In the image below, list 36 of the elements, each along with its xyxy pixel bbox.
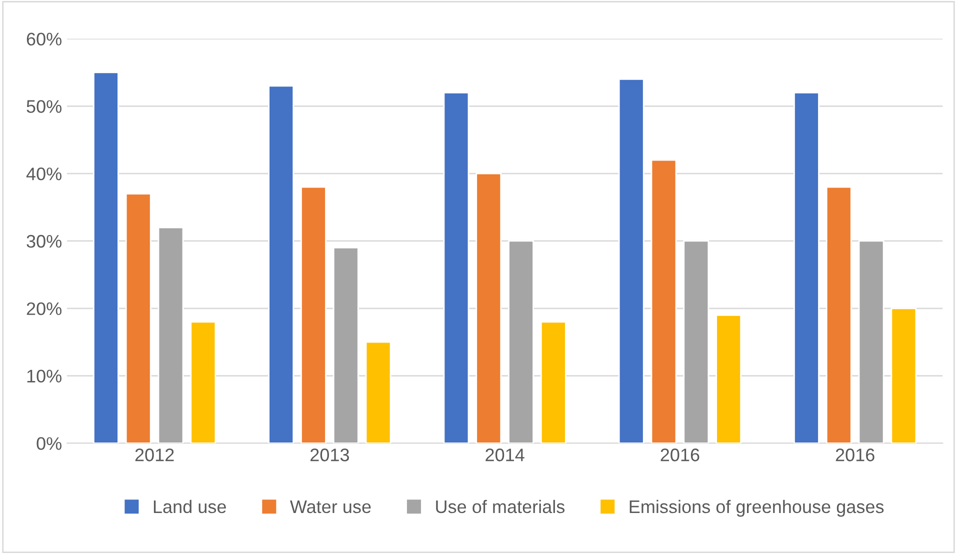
bar [476, 172, 502, 444]
bar [125, 193, 152, 444]
bar [508, 240, 534, 444]
x-tick-label: 2016 [660, 448, 700, 462]
bar [365, 341, 392, 444]
legend-label: Land use [154, 500, 226, 514]
bar [190, 321, 216, 444]
bar [268, 85, 294, 444]
legend-label: Use of materials [436, 500, 565, 514]
legend-label: Emissions of greenhouse gases [630, 500, 884, 517]
y-tick-label: 30% [26, 234, 62, 248]
x-tick-label: 2013 [310, 448, 349, 462]
bar [93, 72, 119, 444]
y-tick-label: 60% [26, 32, 62, 46]
bar [443, 92, 470, 444]
bar [300, 186, 326, 444]
bar [158, 226, 184, 444]
bar [540, 321, 566, 444]
y-tick-label: 0% [36, 437, 62, 450]
bar [890, 308, 917, 444]
bar [683, 240, 710, 444]
y-tick-label: 20% [26, 302, 62, 316]
x-tick-label: 2014 [486, 448, 524, 462]
bar [858, 240, 884, 444]
y-tick-label: 10% [27, 370, 62, 383]
bar [650, 159, 677, 444]
bar [716, 314, 742, 444]
x-tick-label: 2012 [135, 448, 174, 462]
bar [794, 92, 820, 444]
x-tick-label: 2016 [836, 448, 874, 462]
y-tick-label: 50% [26, 100, 62, 113]
y-tick-label: 40% [26, 168, 62, 180]
legend-label: Water use [290, 500, 371, 514]
bar [332, 247, 359, 444]
bar [618, 78, 644, 444]
bar [826, 186, 852, 444]
